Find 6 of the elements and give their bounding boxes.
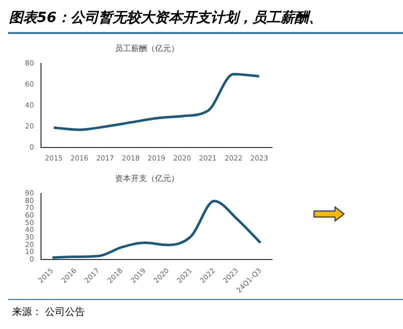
line-series — [51, 200, 262, 259]
chart-title: 资本开支（亿元） — [115, 174, 179, 183]
source-note: 来源： 公司公告 — [12, 307, 86, 318]
text: 图表56：公司暂无较大资本开支计划，员工薪酬、 — [9, 10, 322, 26]
chart-title: 员工薪酬（亿元） — [115, 44, 179, 53]
line-series — [52, 72, 260, 131]
